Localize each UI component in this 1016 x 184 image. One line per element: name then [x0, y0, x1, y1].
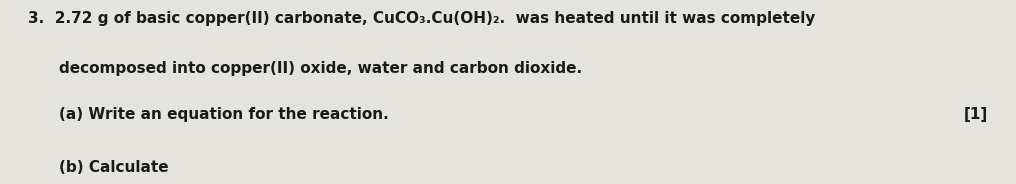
Text: (b) Calculate: (b) Calculate [59, 160, 169, 175]
Text: 3.  2.72 g of basic copper(II) carbonate, CuCO₃.Cu(OH)₂.  was heated until it wa: 3. 2.72 g of basic copper(II) carbonate,… [28, 11, 816, 26]
Text: (a) Write an equation for the reaction.: (a) Write an equation for the reaction. [59, 107, 389, 122]
Text: decomposed into copper(II) oxide, water and carbon dioxide.: decomposed into copper(II) oxide, water … [59, 61, 582, 76]
Text: [1]: [1] [963, 107, 988, 122]
